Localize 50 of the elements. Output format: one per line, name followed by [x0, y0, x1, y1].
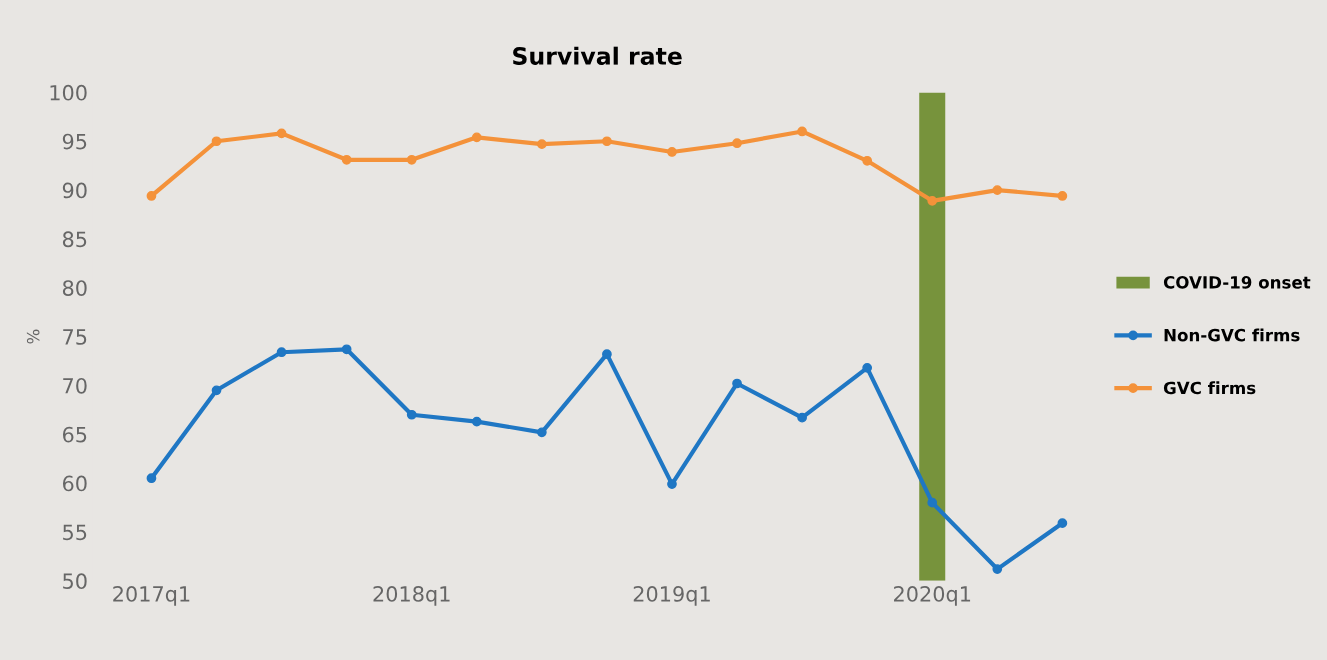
y-axis-title: % — [26, 329, 40, 344]
y-tick-label: 95 — [62, 133, 87, 150]
point — [797, 412, 807, 423]
point — [406, 409, 417, 420]
point — [602, 349, 612, 360]
y-tick-label: 60 — [62, 475, 87, 492]
point — [341, 344, 352, 355]
point — [992, 564, 1003, 574]
point — [406, 154, 417, 165]
point — [732, 138, 742, 149]
y-tick-label: 80 — [62, 280, 87, 296]
legend-label: COVID-19 onset — [1163, 276, 1311, 289]
point — [471, 416, 482, 427]
point — [862, 155, 873, 166]
point — [927, 497, 938, 508]
point — [667, 147, 677, 157]
point — [146, 191, 157, 201]
point — [1057, 518, 1068, 529]
y-tick-label: 55 — [63, 524, 87, 541]
y-tick-label: 50 — [63, 573, 87, 590]
point — [211, 385, 222, 396]
y-tick-label: 70 — [63, 377, 87, 394]
point — [602, 136, 612, 147]
x-tick-label: 2020q1 — [894, 586, 971, 606]
x-tick-label: 2018q1 — [373, 586, 450, 606]
point — [536, 139, 547, 150]
point — [1057, 191, 1068, 201]
point — [667, 479, 677, 489]
point — [146, 473, 157, 484]
point — [797, 126, 807, 137]
y-tick-label: 90 — [62, 182, 87, 199]
x-tick-label: 2017q1 — [113, 586, 190, 606]
point — [536, 427, 547, 438]
y-tick-label: 65 — [62, 426, 87, 443]
point — [211, 136, 222, 147]
point — [927, 195, 938, 206]
y-tick-label: 100 — [50, 84, 87, 101]
point — [276, 128, 287, 139]
point — [471, 132, 482, 143]
x-tick-label: 2019q1 — [633, 586, 710, 606]
y-tick-label: 85 — [62, 231, 87, 248]
point — [862, 362, 873, 373]
y-tick-label: 75 — [63, 329, 87, 345]
point — [732, 378, 742, 389]
legend-label: GVC firms — [1163, 381, 1256, 395]
chart-title: Survival rate — [513, 46, 682, 65]
point — [341, 154, 352, 165]
point — [992, 185, 1003, 195]
point — [276, 347, 287, 358]
legend-label: Non-GVC firms — [1164, 328, 1300, 342]
